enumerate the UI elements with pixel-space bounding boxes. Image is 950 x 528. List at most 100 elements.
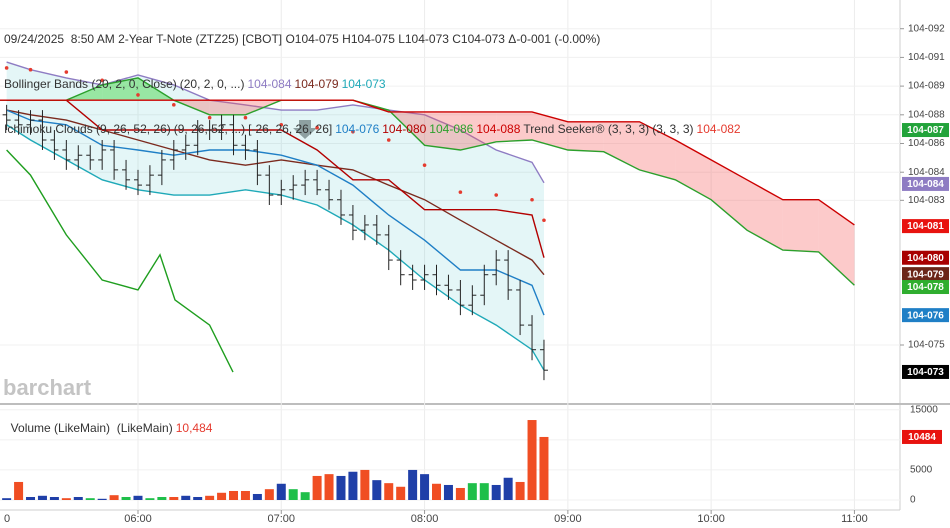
x-tick-label: 0 — [4, 513, 10, 525]
volume-badge — [902, 429, 942, 444]
volume-bar — [73, 496, 83, 500]
volume-bar — [443, 484, 453, 500]
cloud-fill — [818, 199, 855, 286]
volume-bar — [336, 475, 346, 500]
indicator-line — [0, 77, 855, 286]
y-tick-label: 104-084 — [908, 167, 945, 178]
volume-bar — [276, 483, 286, 500]
y-tick-label: 104-091 — [908, 52, 945, 63]
indicator-line — [6, 109, 545, 316]
indicator-params: (20, 2, 0, ...) — [179, 77, 245, 91]
price-badge — [902, 364, 949, 379]
price-badge-label: 104-087 — [907, 125, 944, 136]
indicator-name: Trend Seeker® (3, 3, 3) — [523, 122, 650, 136]
trend-dot — [207, 115, 212, 120]
volume-bar — [37, 495, 47, 500]
volume-bar — [14, 481, 24, 500]
trend-dot — [386, 138, 391, 142]
volume-bar — [109, 495, 119, 500]
x-tick-label: 11:00 — [841, 513, 868, 525]
price-badge-label: 104-084 — [907, 179, 944, 190]
volume-bar — [372, 480, 382, 500]
indicator-line — [0, 99, 855, 226]
volume-bar — [85, 498, 95, 500]
volume-badge-label: 10484 — [908, 432, 936, 443]
trend-dot — [422, 163, 427, 167]
trend-dot — [279, 122, 284, 127]
volume-bar — [217, 492, 227, 500]
legend-value: 104-088 — [476, 122, 521, 136]
volume-bar — [324, 474, 334, 500]
axes: 0 06:00 07:00 08:00 09:00 10:00 11:00 104-092 10… — [4, 23, 949, 525]
volume-bar — [348, 471, 358, 500]
volume-bar — [145, 498, 155, 500]
price-badge-label: 104-081 — [907, 221, 944, 232]
y-tick-label: 104-075 — [908, 340, 945, 351]
cloud-fill — [675, 139, 712, 200]
price-badge — [902, 280, 949, 295]
volume-bar — [503, 477, 513, 500]
indicator-line — [6, 149, 234, 373]
indicator-offsets: [-26, 26, 26, 26] — [248, 122, 333, 136]
cloud-fill — [782, 199, 819, 252]
volume-bar — [252, 493, 262, 500]
volume-bar — [2, 498, 12, 500]
volume-bar — [396, 486, 406, 500]
y-tick-label: 5000 — [910, 465, 933, 476]
y-tick-label: 104-089 — [908, 81, 945, 92]
indicator-line — [6, 61, 545, 184]
volume-bar — [539, 436, 549, 500]
volume-bar — [432, 483, 442, 500]
volume-bar — [157, 496, 167, 500]
price-badge — [902, 308, 949, 323]
volume-bar — [515, 481, 525, 500]
indicator-params: (9, 26, 52, ...) — [173, 122, 246, 136]
volume-bar — [61, 498, 71, 500]
volume-bar — [467, 483, 477, 500]
price-badge — [902, 250, 949, 265]
cloud-fill — [496, 111, 533, 142]
cloud-fill — [711, 159, 747, 231]
volume-bar — [121, 496, 131, 500]
x-tick-label: 10:00 — [697, 513, 725, 525]
trend-dot — [243, 115, 248, 120]
price-badge-label: 104-080 — [907, 253, 944, 264]
cloud-fill — [460, 111, 497, 150]
band-fill — [6, 62, 544, 371]
y-tick-label: 0 — [910, 495, 916, 506]
trend-dot — [458, 190, 463, 194]
volume-bar — [360, 469, 370, 500]
volume-bar — [205, 495, 215, 500]
indicator-params: (3, 3, 3) — [652, 122, 694, 136]
price-badge-label: 104-078 — [907, 282, 944, 293]
legend-value: 104-076 — [335, 122, 380, 136]
cloud-fill — [746, 179, 783, 251]
trend-dot — [172, 103, 176, 107]
indicator-line — [6, 99, 545, 258]
volume-bar — [264, 489, 274, 500]
volume-bar — [169, 496, 179, 500]
price-badge-label: 104-076 — [907, 310, 944, 321]
volume-bar — [455, 487, 465, 500]
trend-dot — [351, 129, 355, 134]
legend-row: 09/24/2025 8:50 AM 2-Year T-Note (ZTZ25)… — [4, 32, 744, 47]
legend-value: 104-086 — [429, 122, 474, 136]
volume-legend-value: 10,484 — [175, 421, 213, 435]
price-badge-label: 104-073 — [907, 367, 944, 378]
plot — [0, 61, 855, 500]
volume-bar — [181, 495, 191, 500]
y-tick-label: 104-083 — [908, 195, 945, 206]
price-badge-label: 104-079 — [907, 269, 944, 280]
legend-value: 104-080 — [382, 122, 427, 136]
signal-arrow — [293, 120, 317, 139]
price-badge — [902, 219, 949, 234]
trend-dot — [542, 218, 546, 223]
y-tick-label: 104-088 — [908, 109, 945, 120]
trend-dot — [315, 125, 319, 130]
volume-bar — [49, 496, 59, 500]
indicator-line — [6, 109, 545, 276]
trend-dot — [64, 70, 69, 74]
trend-dot — [530, 197, 534, 202]
